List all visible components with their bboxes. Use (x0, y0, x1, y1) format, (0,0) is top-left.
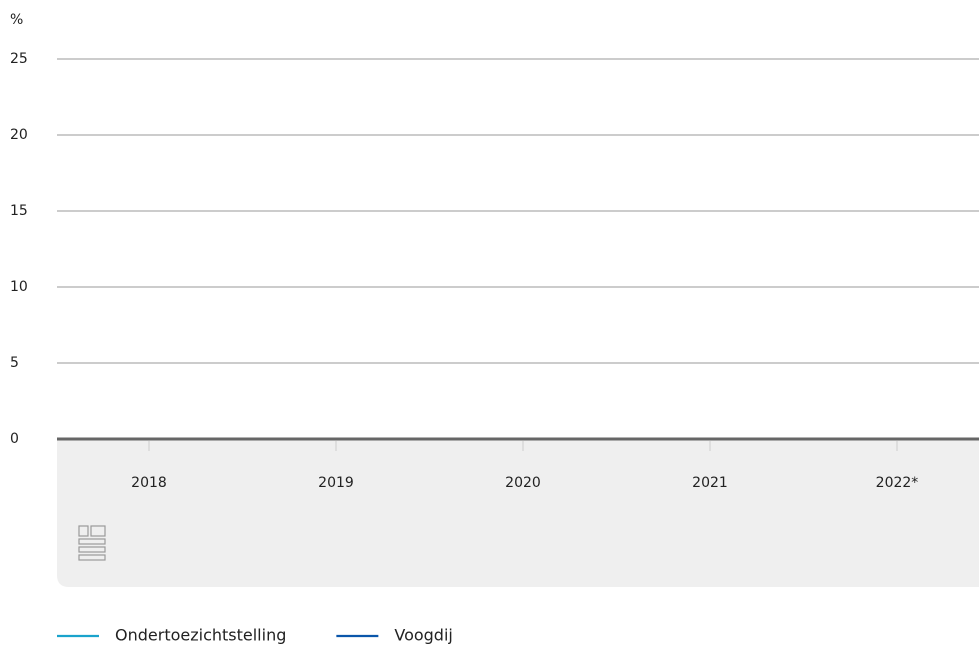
x-tick-label: 2022* (876, 475, 919, 491)
x-tick-label: 2020 (505, 475, 541, 491)
y-tick-label: 0 (10, 431, 19, 447)
y-tick-label: 20 (10, 127, 28, 143)
y-axis-label: % (10, 12, 23, 28)
legend-label: Voogdij (394, 626, 452, 645)
x-tick-label: 2021 (692, 475, 728, 491)
y-tick-label: 15 (10, 203, 28, 219)
y-tick-label: 25 (10, 51, 28, 67)
x-tick-label: 2018 (131, 475, 167, 491)
y-tick-label: 10 (10, 279, 28, 295)
x-tick-label: 2019 (318, 475, 354, 491)
y-tick-label: 5 (10, 355, 19, 371)
logo (78, 525, 106, 561)
x-axis-panel (57, 439, 979, 587)
legend-label: Ondertoezichtstelling (115, 626, 286, 645)
